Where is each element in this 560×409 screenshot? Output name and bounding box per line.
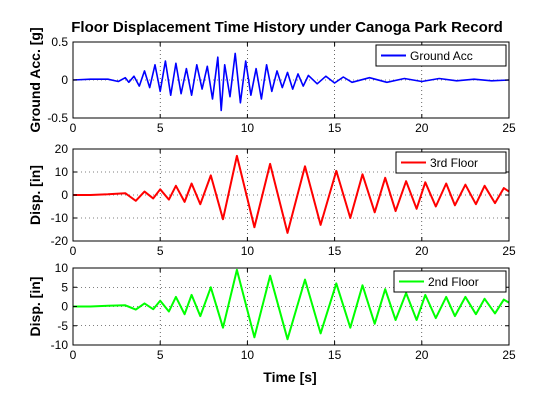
y-tick-label: -10	[51, 338, 69, 352]
legend-box	[375, 44, 507, 67]
x-tick-label: 20	[415, 121, 429, 135]
legend: 2nd Floor	[393, 270, 507, 293]
y-tick-label: 10	[55, 165, 69, 179]
y-tick-label: 0	[61, 300, 68, 314]
x-tick-label: 0	[70, 121, 77, 135]
y-tick-label: -10	[51, 211, 69, 225]
subplot-3: 0 5 10 15 20 25 -10 -5 0 5 10 Disp. [in] 2nd Floor	[27, 261, 516, 362]
subplot-2: 0 5 10 15 20 25 -20 -10 0 10 20 Disp. [in] 3rd Floor	[27, 142, 516, 258]
legend: Ground Acc	[375, 44, 507, 67]
x-tick-label: 0	[70, 244, 77, 258]
x-tick-label: 25	[502, 244, 516, 258]
x-tick-label: 10	[241, 348, 255, 362]
y-tick-label: 0	[61, 188, 68, 202]
x-tick-label: 15	[328, 348, 342, 362]
x-tick-label: 0	[70, 348, 77, 362]
x-tick-label: 25	[502, 121, 516, 135]
legend-label: 2nd Floor	[428, 275, 479, 289]
y-axis-label: Ground Acc. [g]	[27, 27, 43, 132]
y-tick-label: -0.5	[47, 111, 68, 125]
x-tick-label: 20	[415, 348, 429, 362]
x-tick-label: 5	[157, 244, 164, 258]
figure-title: Floor Displacement Time History under Ca…	[71, 19, 503, 36]
series-line-1	[73, 268, 510, 341]
y-tick-label: 10	[55, 261, 69, 275]
legend-label: 3rd Floor	[430, 156, 478, 170]
y-axis-label: Disp. [in]	[27, 277, 43, 337]
x-tick-label: 25	[502, 348, 516, 362]
x-tick-label: 10	[241, 244, 255, 258]
x-tick-label: 20	[415, 244, 429, 258]
legend-label: Ground Acc	[410, 49, 473, 63]
y-axis-label: Disp. [in]	[27, 165, 43, 225]
x-tick-label: 5	[157, 121, 164, 135]
x-tick-label: 15	[328, 244, 342, 258]
y-tick-label: -20	[51, 234, 69, 248]
legend: 3rd Floor	[395, 151, 507, 174]
legend-box	[393, 270, 507, 293]
legend-box	[395, 151, 507, 174]
y-tick-label: -5	[57, 319, 68, 333]
series-line-1	[72, 52, 510, 112]
y-tick-label: 5	[61, 280, 68, 294]
x-tick-label: 5	[157, 348, 164, 362]
y-tick-label: 0.5	[51, 35, 68, 49]
y-tick-label: 20	[55, 142, 69, 156]
x-axis-label: Time [s]	[263, 369, 316, 385]
x-tick-label: 15	[328, 121, 342, 135]
y-tick-label: 0	[61, 73, 68, 87]
x-tick-label: 10	[241, 121, 255, 135]
series-line-1	[73, 154, 510, 234]
